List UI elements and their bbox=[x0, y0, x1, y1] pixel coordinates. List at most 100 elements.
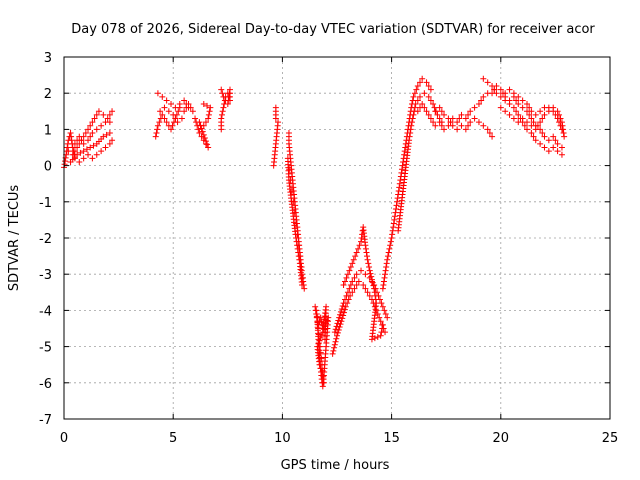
data-point bbox=[317, 334, 324, 341]
data-point bbox=[205, 144, 212, 151]
data-point bbox=[333, 335, 340, 342]
data-point bbox=[89, 119, 96, 126]
data-point bbox=[480, 122, 487, 129]
data-point bbox=[454, 126, 461, 133]
data-point bbox=[90, 142, 97, 149]
data-point bbox=[85, 137, 92, 144]
data-point bbox=[218, 86, 225, 93]
data-point bbox=[374, 333, 381, 340]
data-point bbox=[410, 93, 417, 100]
data-point bbox=[176, 101, 183, 108]
data-point bbox=[195, 126, 202, 133]
data-point bbox=[299, 282, 306, 289]
data-point bbox=[387, 242, 394, 249]
data-point bbox=[347, 263, 354, 270]
data-point bbox=[384, 256, 391, 263]
data-point bbox=[425, 93, 432, 100]
data-point bbox=[408, 119, 415, 126]
data-point bbox=[331, 341, 338, 348]
data-point bbox=[363, 249, 370, 256]
data-point bbox=[506, 111, 513, 118]
data-point bbox=[337, 308, 344, 315]
data-point bbox=[532, 111, 539, 118]
data-point bbox=[341, 306, 348, 313]
series-arc-early-3 bbox=[71, 119, 113, 147]
data-point bbox=[295, 249, 302, 256]
data-point bbox=[364, 256, 371, 263]
tick-layer: 0 5 10 15 20 25 -7 -6 -5 -4 -3 -2 -1 0 1 2 3 bbox=[39, 51, 618, 446]
data-point bbox=[384, 253, 391, 260]
data-point bbox=[371, 289, 378, 296]
data-point bbox=[224, 101, 231, 108]
data-point bbox=[441, 126, 448, 133]
data-point bbox=[532, 137, 539, 144]
data-point bbox=[467, 119, 474, 126]
data-point bbox=[335, 317, 342, 324]
data-point bbox=[537, 140, 544, 147]
data-point bbox=[449, 122, 456, 129]
data-point bbox=[447, 119, 454, 126]
data-point bbox=[364, 253, 371, 260]
data-point bbox=[163, 119, 170, 126]
data-point bbox=[339, 303, 346, 310]
data-point bbox=[154, 122, 161, 129]
data-point bbox=[161, 115, 168, 122]
data-point bbox=[220, 93, 227, 100]
y-tick-label: -6 bbox=[39, 377, 52, 392]
data-point bbox=[489, 133, 496, 140]
data-point bbox=[423, 79, 430, 86]
data-point bbox=[319, 367, 326, 374]
data-point bbox=[93, 151, 100, 158]
x-tick-label: 20 bbox=[493, 431, 510, 446]
data-point bbox=[109, 108, 116, 115]
series-rise-15h-1 bbox=[379, 75, 434, 292]
data-point bbox=[317, 343, 324, 350]
data-point bbox=[329, 350, 336, 357]
data-point bbox=[156, 119, 163, 126]
data-point bbox=[175, 108, 182, 115]
data-point bbox=[519, 97, 526, 104]
data-point bbox=[292, 231, 299, 238]
x-tick-label: 5 bbox=[169, 431, 177, 446]
data-point bbox=[379, 303, 386, 310]
data-point bbox=[204, 141, 211, 148]
data-point bbox=[295, 253, 302, 260]
y-axis-label: SDTVAR / TECUs bbox=[7, 185, 22, 292]
data-point bbox=[334, 320, 341, 327]
data-point bbox=[220, 104, 227, 111]
y-tick-label: -2 bbox=[39, 232, 52, 247]
y-tick-label: 1 bbox=[44, 123, 52, 138]
data-point bbox=[320, 379, 327, 386]
data-point bbox=[530, 119, 537, 126]
data-point bbox=[339, 315, 346, 322]
data-point bbox=[515, 93, 522, 100]
data-point bbox=[362, 242, 369, 249]
data-point bbox=[524, 126, 531, 133]
data-point bbox=[491, 86, 498, 93]
data-point bbox=[432, 108, 439, 115]
data-point bbox=[396, 184, 403, 191]
data-point bbox=[200, 101, 207, 108]
data-point bbox=[340, 300, 347, 307]
data-point bbox=[383, 260, 390, 267]
data-point bbox=[515, 101, 522, 108]
data-point bbox=[378, 300, 385, 307]
data-point bbox=[484, 126, 491, 133]
data-point bbox=[539, 115, 546, 122]
data-point bbox=[528, 108, 535, 115]
data-point bbox=[394, 195, 401, 202]
data-point bbox=[320, 373, 327, 380]
data-point bbox=[343, 292, 350, 299]
data-point bbox=[192, 115, 199, 122]
data-point bbox=[431, 104, 438, 111]
data-point bbox=[554, 140, 561, 147]
data-point bbox=[458, 111, 465, 118]
data-point bbox=[389, 231, 396, 238]
data-point bbox=[396, 180, 403, 187]
series-rise-15h-2 bbox=[395, 90, 445, 234]
data-point bbox=[367, 270, 374, 277]
data-point bbox=[202, 119, 209, 126]
data-point bbox=[389, 227, 396, 234]
data-point bbox=[207, 104, 214, 111]
data-point bbox=[395, 187, 402, 194]
